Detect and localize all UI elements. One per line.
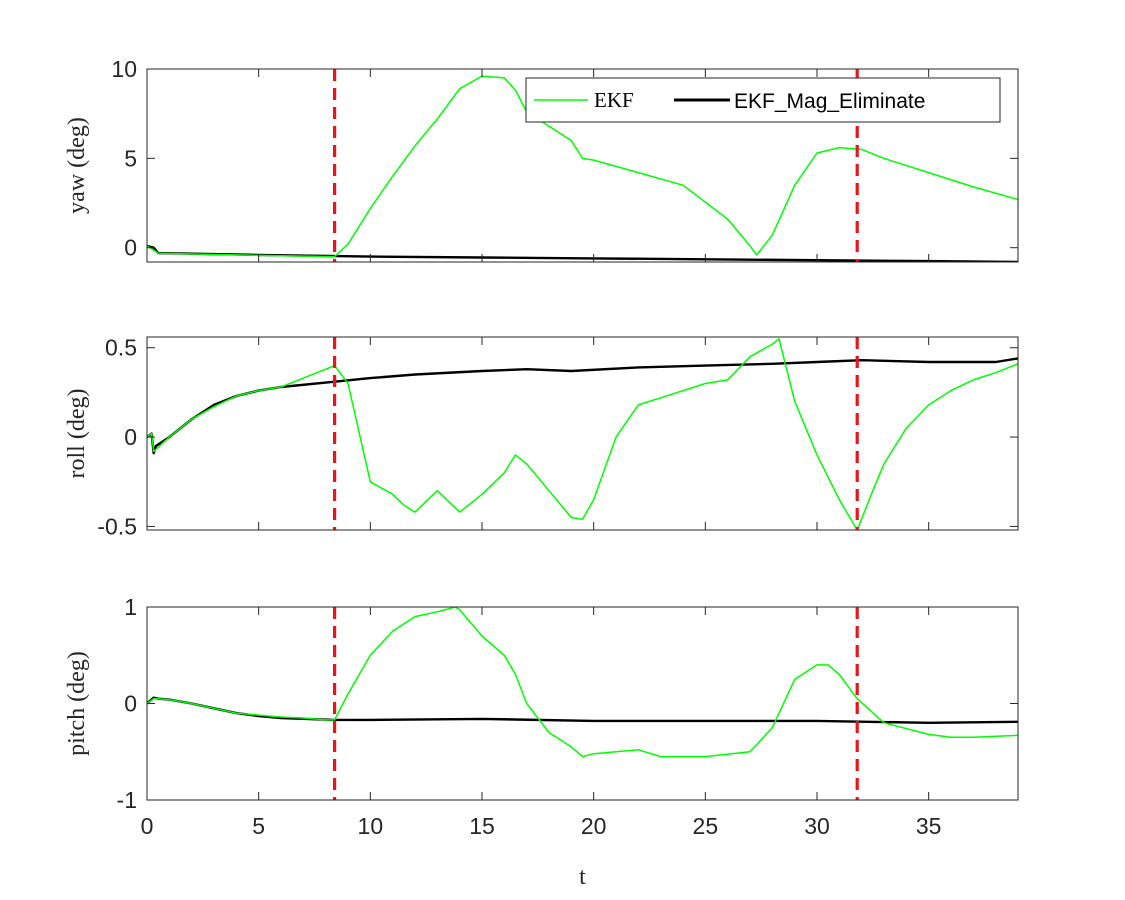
x-tick-label-3: 15 xyxy=(469,813,495,839)
roll-y-tick-label-0: -0.5 xyxy=(97,513,137,539)
roll-subplot: -0.5 0 0.5 roll (deg) xyxy=(64,335,1019,539)
roll-y-tick-label-2: 0.5 xyxy=(105,335,137,361)
x-tick-label-7: 35 xyxy=(916,813,942,839)
pitch-y-axis-label: pitch (deg) xyxy=(64,651,90,756)
x-tick-label-6: 30 xyxy=(804,813,830,839)
pitch-y-tick-label-2: 1 xyxy=(124,594,137,620)
roll-axes-frame xyxy=(146,336,1019,531)
x-tick-label-1: 5 xyxy=(252,813,265,839)
x-axis-label: t xyxy=(579,864,586,890)
x-tick-label-2: 10 xyxy=(358,813,384,839)
legend-label-mag-eliminate: EKF_Mag_Eliminate xyxy=(734,90,925,113)
yaw-y-tick-label-2: 10 xyxy=(111,56,137,82)
roll-y-axis-label: roll (deg) xyxy=(64,389,90,479)
legend-label-ekf: EKF xyxy=(594,88,634,112)
yaw-y-axis-label: yaw (deg) xyxy=(64,117,90,214)
pitch-y-tick-label-1: 0 xyxy=(124,691,137,717)
roll-ekf-line xyxy=(147,338,1018,530)
yaw-axes-frame xyxy=(146,68,1019,263)
pitch-y-tick-label-0: -1 xyxy=(117,787,137,813)
roll-series-group xyxy=(147,338,1018,530)
x-tick-label-5: 25 xyxy=(693,813,719,839)
yaw-ekf-line xyxy=(147,75,1018,258)
roll-y-tick-label-1: 0 xyxy=(124,424,137,450)
pitch-ekf-line xyxy=(147,607,1018,758)
pitch-series-group xyxy=(147,607,1018,758)
yaw-subplot: 0 5 10 yaw (deg) xyxy=(64,56,1019,263)
yaw-y-tick-label-0: 0 xyxy=(124,235,137,261)
legend: EKF EKF_Mag_Eliminate xyxy=(525,77,1001,123)
x-tick-label-4: 20 xyxy=(581,813,607,839)
legend-box xyxy=(525,77,1001,123)
yaw-y-tick-label-1: 5 xyxy=(124,145,137,171)
x-tick-label-0: 0 xyxy=(141,813,154,839)
